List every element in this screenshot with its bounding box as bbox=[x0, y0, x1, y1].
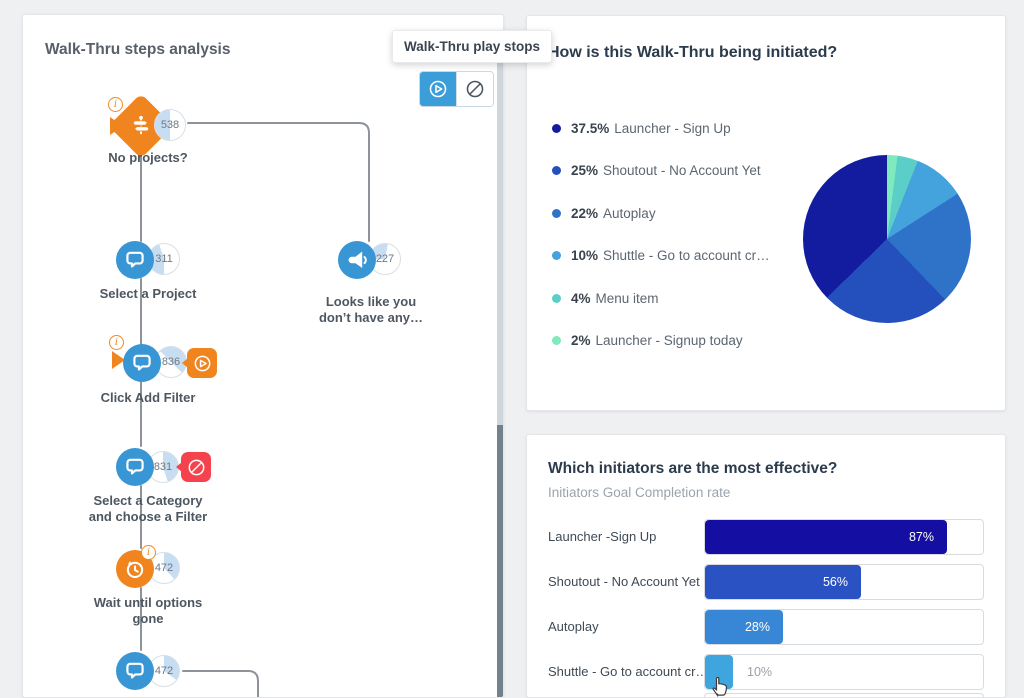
play-stops-toggle bbox=[419, 71, 494, 107]
legend-item: 4% Menu item bbox=[552, 290, 659, 306]
bar-track: 56% bbox=[704, 564, 984, 600]
step-label: Wait until options gone bbox=[93, 595, 203, 627]
play-circle-icon bbox=[429, 80, 447, 98]
initiation-panel: How is this Walk-Thru being initiated? 3… bbox=[526, 15, 1006, 411]
bar-fill: 56% bbox=[705, 565, 861, 599]
legend-label: Launcher - Sign Up bbox=[614, 120, 731, 136]
tooltip: Walk-Thru play stops bbox=[392, 30, 552, 63]
step-count: 472 bbox=[148, 552, 180, 584]
scrollbar-thumb[interactable] bbox=[497, 425, 503, 697]
bar-track: 28% bbox=[704, 609, 984, 645]
legend-percent: 37.5% bbox=[571, 120, 610, 136]
initiation-title: How is this Walk-Thru being initiated? bbox=[548, 44, 838, 61]
legend-percent: 2% bbox=[571, 333, 591, 348]
legend-dot-icon bbox=[552, 208, 561, 218]
bar-track: 87% bbox=[704, 519, 984, 555]
step-circle[interactable] bbox=[116, 448, 154, 486]
bar-category-label: Launcher -Sign Up bbox=[548, 529, 657, 544]
legend-item: 10% Shuttle - Go to account cr… bbox=[552, 248, 770, 264]
legend-dot-icon bbox=[552, 293, 561, 303]
bar-category-label: Autoplay bbox=[548, 619, 599, 634]
legend-percent: 4% bbox=[571, 290, 591, 306]
legend-percent: 10% bbox=[571, 248, 599, 263]
info-badge-icon[interactable]: i bbox=[109, 335, 124, 350]
legend-percent: 25% bbox=[571, 163, 599, 178]
step-label: No projects? bbox=[108, 150, 188, 165]
wait-clock-icon bbox=[122, 556, 148, 582]
left-panel-scrollbar[interactable] bbox=[497, 53, 503, 697]
info-badge-icon[interactable]: i bbox=[141, 545, 156, 560]
step-circle[interactable] bbox=[116, 241, 154, 279]
step-label: Select a Project bbox=[99, 286, 197, 301]
legend-item: 2% Launcher - Signup today bbox=[552, 333, 743, 349]
flow-connectors bbox=[140, 122, 370, 697]
step-circle[interactable] bbox=[338, 241, 376, 279]
legend-item: 22% Autoplay bbox=[552, 205, 656, 221]
legend-dot-icon bbox=[552, 251, 561, 260]
walkthru-steps-panel: Walk-Thru steps analysis 538 No projects?… bbox=[22, 14, 504, 698]
walkthru-play-stops-button[interactable] bbox=[420, 72, 456, 106]
step-label: Click Add Filter bbox=[100, 390, 196, 405]
circle-slash-icon bbox=[466, 80, 484, 98]
step-label: Select a Category and choose a Filter bbox=[88, 493, 208, 525]
legend-item: 37.5% Launcher - Sign Up bbox=[552, 120, 731, 136]
legend-dot-icon bbox=[552, 336, 561, 345]
legend-dot-icon bbox=[552, 166, 561, 175]
legend-dot-icon bbox=[552, 123, 561, 133]
effectiveness-subtitle: Initiators Goal Completion rate bbox=[548, 485, 731, 500]
bar-category-label: Shuttle - Go to account cr… bbox=[548, 664, 708, 679]
legend-label: Autoplay bbox=[603, 205, 656, 221]
initiation-pie-chart bbox=[803, 155, 971, 323]
step-circle[interactable] bbox=[123, 344, 161, 382]
bar-value: 56% bbox=[822, 575, 848, 589]
legend-label: Shoutout - No Account Yet bbox=[603, 163, 761, 178]
effectiveness-title: Which initiators are the most effective? bbox=[548, 460, 838, 477]
step-label: Looks like you don’t have any… bbox=[318, 294, 424, 326]
megaphone-icon bbox=[344, 247, 370, 273]
start-marker-icon bbox=[112, 351, 125, 369]
bar-track-partial bbox=[704, 693, 984, 697]
legend-percent: 22% bbox=[571, 205, 599, 221]
bar-fill: 87% bbox=[705, 520, 947, 554]
bar-track: 10% bbox=[704, 654, 984, 690]
step-circle[interactable] bbox=[116, 652, 154, 690]
legend-label: Menu item bbox=[595, 290, 659, 306]
speech-bubble-icon bbox=[122, 247, 148, 273]
legend-label: Shuttle - Go to account cr… bbox=[603, 248, 770, 263]
legend-label: Launcher - Signup today bbox=[595, 333, 743, 348]
speech-bubble-icon bbox=[122, 658, 148, 684]
speech-bubble-icon bbox=[129, 350, 155, 376]
bar-value: 28% bbox=[744, 620, 770, 634]
bar-category-label: Shoutout - No Account Yet bbox=[548, 574, 700, 589]
bar-value: 87% bbox=[908, 530, 934, 544]
speech-bubble-icon bbox=[122, 454, 148, 480]
cursor-pointer bbox=[708, 674, 732, 698]
walkthru-steps-title: Walk-Thru steps analysis bbox=[45, 41, 231, 58]
walkthru-blocked-button[interactable] bbox=[456, 72, 493, 106]
effectiveness-panel: Which initiators are the most effective?… bbox=[526, 434, 1006, 698]
legend-item: 25% Shoutout - No Account Yet bbox=[552, 163, 761, 179]
bar-value: 10% bbox=[747, 665, 773, 679]
bar-fill: 28% bbox=[705, 610, 783, 644]
signpost-icon bbox=[128, 113, 154, 139]
play-circle-badge-icon[interactable] bbox=[182, 348, 217, 378]
step-count: 538 bbox=[154, 109, 186, 141]
info-badge-icon[interactable]: i bbox=[108, 97, 123, 112]
circle-slash-badge-icon[interactable] bbox=[176, 452, 211, 482]
